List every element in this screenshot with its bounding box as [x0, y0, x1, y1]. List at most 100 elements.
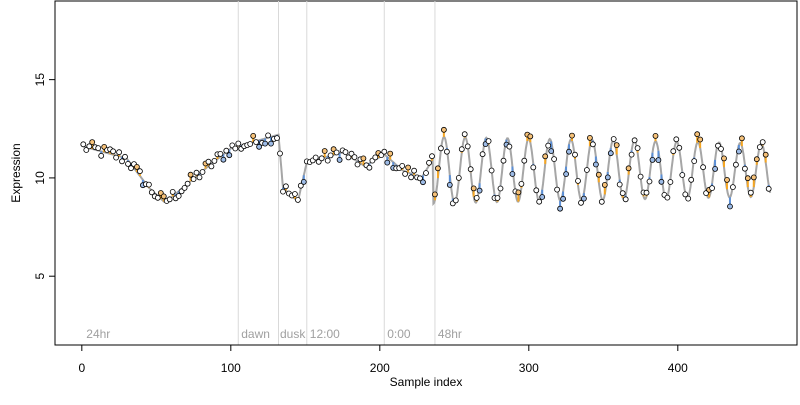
data-point [736, 148, 742, 155]
data-point [119, 158, 125, 165]
data-point [530, 164, 537, 171]
data-point [217, 150, 224, 157]
data-point [145, 181, 152, 188]
data-point [381, 148, 388, 155]
y-tick-label: 15 [33, 73, 47, 87]
data-point [527, 133, 534, 140]
data-point [730, 184, 736, 191]
data-point [300, 178, 307, 185]
data-point [572, 151, 578, 158]
data-point [742, 165, 748, 172]
data-point [291, 191, 298, 197]
data-point [658, 178, 665, 185]
data-point [181, 184, 188, 191]
data-point [673, 136, 680, 143]
data-point [318, 155, 325, 162]
data-point [122, 153, 128, 160]
data-point [280, 188, 286, 195]
data-point [89, 139, 96, 146]
data-point [95, 145, 102, 152]
data-point [679, 172, 686, 178]
y-tick-label: 10 [33, 171, 47, 185]
data-point [116, 149, 122, 156]
data-point [169, 188, 176, 195]
data-point [175, 193, 182, 199]
data-point [497, 185, 504, 192]
data-point [685, 195, 692, 202]
data-point [643, 189, 650, 196]
data-point [268, 140, 274, 147]
data-point [476, 187, 483, 194]
x-tick-label: 100 [221, 361, 241, 375]
data-point [387, 150, 394, 157]
data-point [631, 137, 638, 144]
data-point [506, 143, 513, 150]
data-point [637, 173, 644, 180]
data-point [551, 156, 557, 163]
data-point [542, 153, 549, 160]
data-point [187, 171, 194, 178]
data-point [399, 162, 406, 169]
data-point [533, 187, 540, 194]
data-point [718, 145, 724, 152]
data-point [554, 186, 560, 193]
data-point [342, 149, 349, 156]
data-point [488, 167, 495, 174]
data-point [98, 152, 105, 159]
data-point [411, 167, 418, 174]
data-point [384, 159, 391, 166]
data-point [759, 139, 766, 146]
data-point [277, 150, 283, 157]
data-point [345, 154, 352, 161]
data-point [473, 194, 480, 201]
data-point [190, 176, 197, 183]
data-point [253, 139, 260, 146]
data-point [700, 164, 706, 171]
data-point [80, 141, 87, 148]
data-point [494, 195, 501, 201]
data-point [443, 148, 450, 155]
data-point [321, 148, 328, 154]
data-point [110, 148, 116, 155]
data-point [566, 148, 572, 155]
data-point [208, 163, 215, 170]
data-point [440, 126, 447, 133]
data-point [733, 161, 739, 168]
data-point [423, 170, 429, 176]
data-point [485, 138, 492, 145]
data-point [578, 199, 584, 206]
time-annotation: dusk [280, 327, 306, 341]
data-point [616, 181, 623, 188]
data-point [136, 168, 143, 175]
data-point [584, 167, 590, 173]
data-point [467, 166, 474, 173]
data-point [193, 169, 200, 176]
data-point [196, 174, 203, 181]
data-point [634, 145, 641, 152]
data-point [470, 185, 477, 192]
data-point [598, 198, 605, 205]
data-point [402, 170, 409, 177]
data-point [569, 132, 575, 139]
data-point [610, 136, 617, 142]
data-point [372, 154, 379, 161]
data-point [625, 165, 632, 172]
data-point [250, 132, 257, 139]
time-annotation: 0:00 [387, 327, 411, 341]
data-point [408, 174, 415, 181]
data-point [664, 194, 671, 201]
data-point [581, 195, 587, 202]
data-point [324, 157, 331, 164]
data-point [676, 144, 683, 151]
data-point [563, 171, 569, 178]
data-point [649, 156, 656, 163]
data-point [739, 135, 745, 142]
data-point [211, 157, 218, 164]
data-point [590, 141, 596, 148]
data-point [128, 165, 134, 172]
data-point [83, 147, 90, 153]
data-point [601, 181, 608, 188]
data-point [724, 176, 730, 183]
